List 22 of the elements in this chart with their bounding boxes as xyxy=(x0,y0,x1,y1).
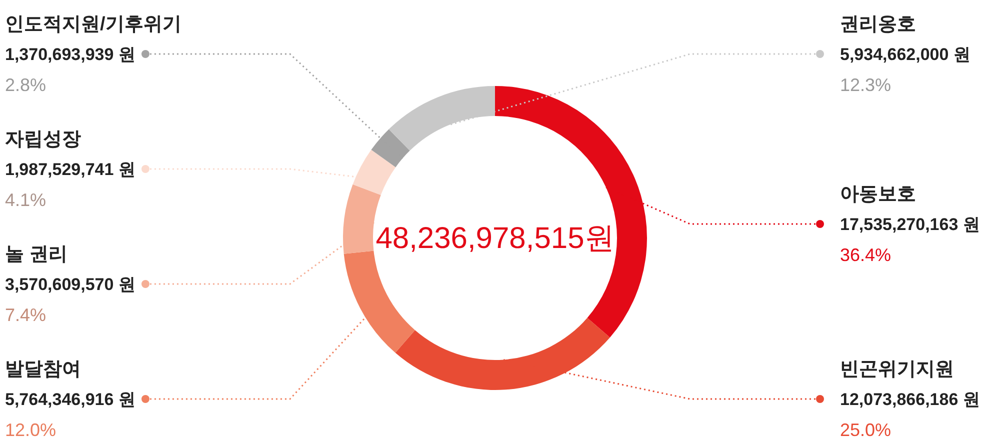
value-label: 3,570,609,570 원 xyxy=(5,275,136,294)
percent-label: 7.4% xyxy=(5,305,46,325)
value-label: 1,987,529,741 원 xyxy=(5,160,136,179)
percent-label: 2.8% xyxy=(5,75,46,95)
title: 48,236,978,515원 xyxy=(376,222,614,255)
category-label: 아동보호 xyxy=(840,184,916,205)
value-label: 17,535,270,163 원 xyxy=(840,215,980,234)
percent-label: 4.1% xyxy=(5,190,46,210)
value-label: 5,764,346,916 원 xyxy=(5,390,136,409)
value-label: 5,934,662,000 원 xyxy=(840,45,970,64)
percent-label: 36.4% xyxy=(840,245,892,265)
percent-label: 12.3% xyxy=(840,75,892,95)
value-label: 1,370,693,939 원 xyxy=(5,45,136,64)
category-label: 권리옹호 xyxy=(840,14,916,35)
category-label: 인도적지원/기후위기 xyxy=(5,14,182,35)
category-label: 빈곤위기지원 xyxy=(840,359,954,380)
category-label: 놀 권리 xyxy=(5,244,68,265)
value-label: 12,073,866,186 원 xyxy=(840,390,980,409)
category-label: 발달참여 xyxy=(5,359,81,380)
percent-label: 12.0% xyxy=(5,420,56,440)
category-label: 자립성장 xyxy=(5,129,81,150)
percent-label: 25.0% xyxy=(840,420,892,440)
